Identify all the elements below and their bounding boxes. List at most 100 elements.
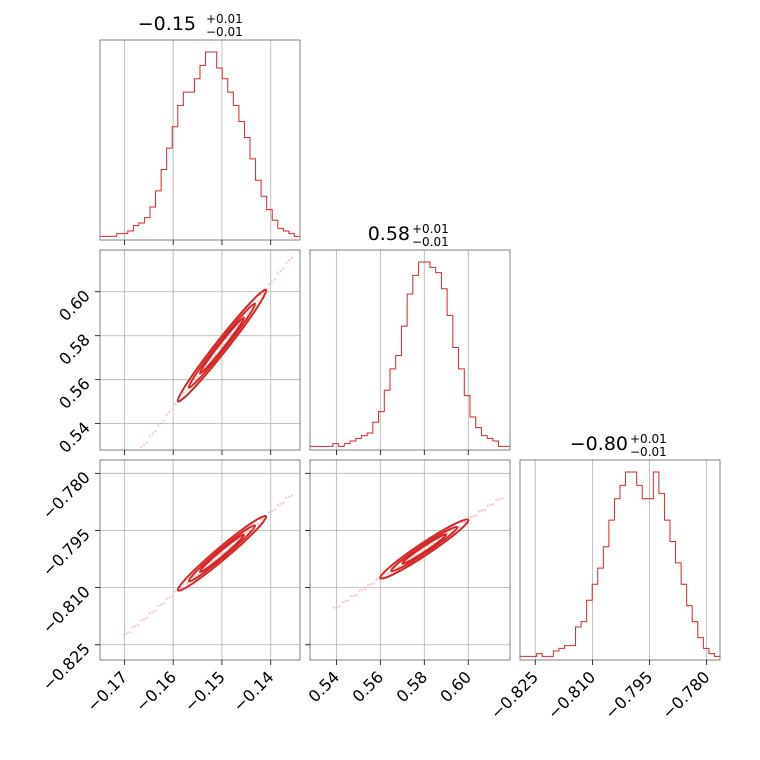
contour-level bbox=[187, 302, 257, 389]
sample-point bbox=[171, 595, 174, 598]
panel-hist-2: −0.80 +0.01 −0.01 bbox=[519, 432, 721, 661]
sample-point bbox=[156, 424, 160, 427]
title-2-upper-error: +0.01 bbox=[630, 432, 667, 446]
sample-point bbox=[262, 517, 265, 520]
x-tick-label: −0.16 bbox=[132, 667, 180, 715]
sample-point bbox=[472, 515, 475, 518]
contour-level bbox=[198, 316, 246, 375]
title-2-lower-error: −0.01 bbox=[630, 445, 667, 459]
y-tick-label: 0.58 bbox=[55, 330, 94, 369]
sample-point bbox=[475, 514, 478, 517]
sample-point bbox=[361, 588, 364, 592]
sample-point bbox=[421, 549, 424, 552]
panel-hist-1: 0.58 +0.01 −0.01 bbox=[309, 222, 511, 451]
panel-hist-0: −0.15 +0.01 −0.01 bbox=[99, 12, 301, 241]
contour-level bbox=[390, 525, 459, 573]
x-tick-label: 0.58 bbox=[392, 667, 431, 706]
y-tick-label: 0.60 bbox=[55, 286, 94, 325]
sample-point bbox=[366, 583, 370, 587]
sample-point bbox=[446, 532, 450, 535]
sample-point bbox=[412, 554, 415, 558]
sample-point bbox=[228, 334, 231, 338]
y-tick-label: −0.825 bbox=[39, 639, 94, 694]
sample-point bbox=[285, 261, 288, 264]
panel-frame bbox=[309, 249, 511, 451]
contour-level bbox=[176, 514, 268, 592]
sample-point bbox=[142, 443, 146, 446]
sample-point bbox=[429, 543, 433, 546]
sample-point bbox=[145, 616, 148, 620]
sample-point bbox=[122, 633, 126, 636]
x-tick-label: 0.60 bbox=[436, 667, 475, 706]
panel-frame bbox=[309, 459, 511, 661]
sample-point bbox=[168, 410, 171, 414]
sample-point bbox=[162, 419, 166, 422]
title-1-upper-error: +0.01 bbox=[412, 222, 449, 236]
sample-point bbox=[211, 356, 214, 360]
sample-point bbox=[375, 578, 378, 581]
x-tick-label: 0.56 bbox=[349, 667, 388, 706]
sample-point bbox=[268, 511, 271, 514]
sample-point bbox=[287, 259, 291, 262]
contour-level bbox=[198, 533, 246, 573]
panel-scatter-1-2 bbox=[309, 459, 511, 661]
sample-point bbox=[352, 594, 356, 597]
sample-point bbox=[489, 503, 492, 507]
sample-point bbox=[282, 267, 285, 270]
sample-point bbox=[279, 269, 282, 273]
sample-point bbox=[142, 617, 146, 621]
x-tick-label: −0.780 bbox=[658, 667, 713, 722]
sample-point bbox=[154, 609, 157, 612]
histogram-2 bbox=[519, 471, 721, 659]
y-tick-label: 0.56 bbox=[55, 374, 94, 413]
sample-point bbox=[131, 626, 134, 629]
sample-point bbox=[156, 604, 160, 608]
sample-point bbox=[148, 435, 151, 438]
panel-scatter-0-1 bbox=[99, 249, 301, 451]
sample-point bbox=[134, 625, 137, 628]
title-0-value: −0.15 bbox=[138, 13, 196, 35]
sample-point bbox=[495, 498, 498, 502]
sample-point bbox=[262, 291, 265, 294]
sample-point bbox=[148, 611, 151, 615]
sample-point bbox=[171, 408, 174, 411]
x-tick-label: −0.795 bbox=[601, 667, 656, 722]
panel-frame bbox=[519, 459, 721, 661]
sample-point bbox=[395, 566, 398, 569]
sample-point bbox=[497, 498, 501, 501]
sample-point bbox=[128, 631, 131, 634]
sample-point bbox=[256, 523, 260, 526]
sample-point bbox=[182, 391, 185, 395]
sample-point bbox=[369, 583, 373, 586]
y-tick-label: −0.810 bbox=[39, 582, 94, 637]
sample-point bbox=[273, 278, 277, 281]
sample-point bbox=[139, 445, 143, 449]
sample-point bbox=[219, 345, 223, 349]
x-tick-label: −0.15 bbox=[181, 667, 229, 715]
sample-point bbox=[211, 560, 214, 563]
title-1-value: 0.58 bbox=[368, 223, 410, 245]
sample-point bbox=[458, 525, 461, 529]
sample-point bbox=[270, 280, 274, 284]
sample-point bbox=[137, 623, 140, 627]
panel-scatter-0-2 bbox=[99, 459, 301, 661]
sample-point bbox=[483, 508, 487, 512]
sample-point bbox=[174, 590, 177, 593]
sample-point bbox=[349, 595, 353, 598]
sample-point bbox=[276, 272, 279, 275]
sample-point bbox=[486, 504, 489, 507]
sample-point bbox=[245, 531, 248, 534]
sample-point bbox=[185, 389, 188, 392]
contour-level bbox=[379, 518, 470, 580]
sample-point bbox=[151, 432, 154, 436]
sample-point bbox=[193, 378, 197, 381]
sample-point bbox=[344, 600, 347, 603]
sample-point bbox=[259, 294, 262, 297]
contour-level bbox=[401, 533, 448, 565]
sample-point bbox=[463, 520, 467, 524]
sample-point bbox=[228, 545, 231, 549]
title-1-lower-error: −0.01 bbox=[412, 235, 449, 249]
sample-point bbox=[165, 413, 168, 416]
sample-point bbox=[268, 283, 271, 286]
y-tick-label: −0.780 bbox=[39, 468, 94, 523]
